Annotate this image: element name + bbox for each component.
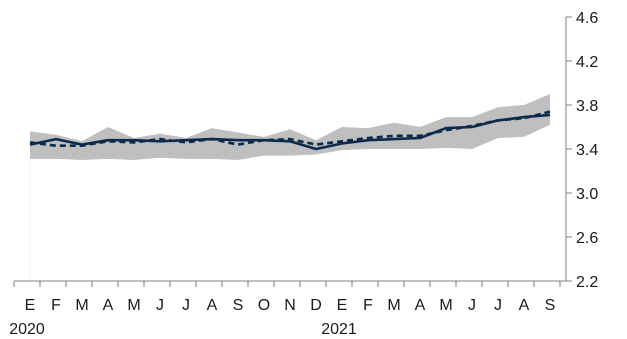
y-tick-label: 2.6	[576, 230, 598, 247]
x-tick-label: J	[182, 297, 190, 314]
y-tick-label: 3.0	[576, 186, 598, 203]
x-tick-label: F	[363, 297, 373, 314]
x-tick-label: M	[75, 297, 88, 314]
x-tick-label: M	[439, 297, 452, 314]
tick-labels: 2.22.63.03.43.84.24.6E F M A M J J A S O N D E F M A M J J…	[9, 10, 598, 338]
x-tick-label: E	[25, 297, 36, 314]
x-tick-label: A	[207, 297, 218, 314]
axes	[13, 16, 572, 287]
x-tick-label: A	[519, 297, 530, 314]
x-tick-label: O	[258, 297, 270, 314]
x-tick-label: F	[51, 297, 61, 314]
range-band-layer	[29, 94, 550, 281]
y-tick-label: 3.4	[576, 142, 598, 159]
x-tick-label: M	[127, 297, 140, 314]
year-label: 2021	[321, 321, 357, 338]
y-tick-label: 3.8	[576, 98, 598, 115]
year-label: 2020	[9, 321, 45, 338]
x-tick-label: A	[103, 297, 114, 314]
x-tick-label: J	[156, 297, 164, 314]
y-tick-label: 4.2	[576, 54, 598, 71]
range-band	[30, 94, 550, 160]
y-tick-label: 4.6	[576, 10, 598, 27]
series-solid-line	[29, 113, 551, 151]
x-tick-label: S	[545, 297, 556, 314]
x-tick-label: D	[310, 297, 322, 314]
x-tick-label: E	[337, 297, 348, 314]
x-tick-label: M	[387, 297, 400, 314]
x-tick-label: A	[415, 297, 426, 314]
x-tick-label: N	[284, 297, 296, 314]
series-dashed-line	[29, 110, 551, 147]
x-tick-label: J	[494, 297, 502, 314]
x-tick-label: J	[468, 297, 476, 314]
series-layer	[29, 110, 551, 151]
x-tick-label: S	[233, 297, 244, 314]
y-tick-label: 2.2	[576, 274, 598, 291]
